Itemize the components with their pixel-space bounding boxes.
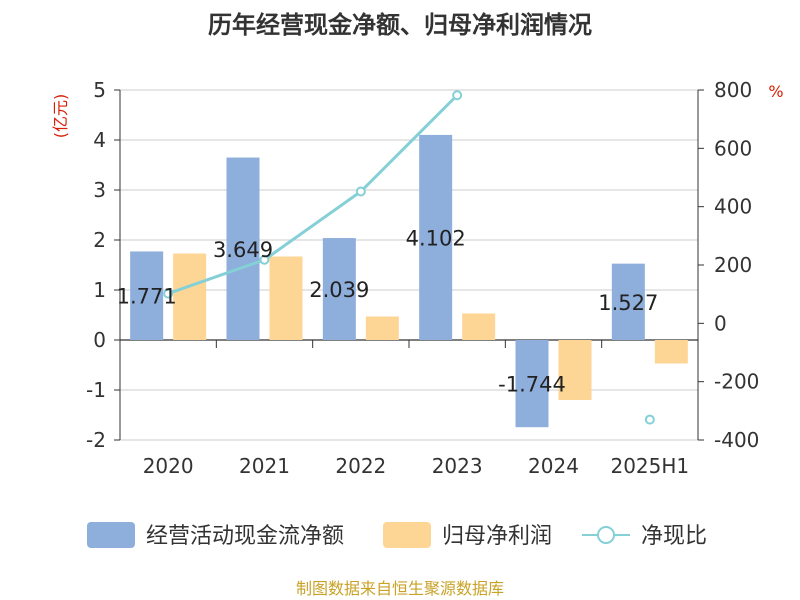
ratio-line-path <box>167 94 459 295</box>
x-tick-label: 2024 <box>528 454 579 478</box>
chart-title: 历年经营现金净额、归母净利润情况 <box>208 11 592 39</box>
left-axis-unit: (亿元) <box>51 94 70 139</box>
data-label-ocf: 3.649 <box>213 238 273 262</box>
x-tick-label: 2021 <box>239 454 290 478</box>
right-tick-label: 800 <box>714 78 752 102</box>
data-label-ocf: 2.039 <box>309 278 369 302</box>
data-label-ocf: 1.771 <box>117 285 177 309</box>
bar-profit <box>365 316 399 340</box>
legend: 经营活动现金流净额 归母净利润 净现比 <box>87 522 707 549</box>
bar-profit <box>173 253 207 340</box>
bars <box>130 134 688 428</box>
data-labels: 1.771 3.649 2.039 4.102 -1.744 1.527 <box>117 226 659 396</box>
legend-marker-ratio <box>597 526 615 544</box>
bar-profit <box>558 340 592 400</box>
right-tick-label: 600 <box>714 136 752 160</box>
bar-ocf <box>611 263 645 340</box>
ratio-point <box>163 288 174 299</box>
left-tick-label: 0 <box>93 328 106 352</box>
ratio-point <box>355 186 366 197</box>
right-tick-label: 400 <box>714 195 752 219</box>
legend-swatch-profit <box>383 522 431 548</box>
left-tick-label: 1 <box>93 278 106 302</box>
x-tick-label: 2023 <box>432 454 483 478</box>
left-tick-label: 5 <box>93 78 106 102</box>
legend-label-ocf: 经营活动现金流净额 <box>146 524 344 549</box>
ratio-point <box>644 414 655 425</box>
legend-item-profit[interactable]: 归母净利润 <box>383 522 552 549</box>
bar-profit <box>654 340 688 364</box>
ratio-point <box>259 254 270 265</box>
x-tick-label: 2020 <box>143 454 194 478</box>
bar-profit <box>269 256 303 340</box>
right-tick-label: 200 <box>714 253 752 277</box>
axes: 5 4 3 2 1 0 -1 -2 800 600 400 200 0 -200 -400 2020 2021 2… <box>86 78 759 478</box>
x-tick-label: 2025H1 <box>610 454 689 478</box>
ratio-point <box>452 90 463 101</box>
data-label-ocf: 1.527 <box>598 291 658 315</box>
bar-profit <box>462 313 496 340</box>
legend-label-ratio: 净现比 <box>641 524 707 549</box>
ratio-line <box>163 90 655 425</box>
legend-swatch-ocf <box>87 522 135 548</box>
right-tick-label: 0 <box>714 311 727 335</box>
source-note: 制图数据来自恒生聚源数据库 <box>296 579 504 598</box>
bar-ocf <box>419 134 453 340</box>
legend-item-ocf[interactable]: 经营活动现金流净额 <box>87 522 344 549</box>
left-tick-label: -1 <box>86 378 106 402</box>
bar-ocf <box>515 340 549 428</box>
right-axis-unit: % <box>768 82 783 101</box>
legend-item-ratio[interactable]: 净现比 <box>582 524 707 549</box>
bar-ocf <box>130 251 164 340</box>
left-tick-label: 3 <box>93 178 106 202</box>
bar-ocf <box>226 157 260 340</box>
legend-label-profit: 归母净利润 <box>442 524 552 549</box>
right-tick-label: -200 <box>714 370 759 394</box>
data-label-ocf: -1.744 <box>498 373 566 397</box>
left-tick-label: 2 <box>93 228 106 252</box>
bar-ocf <box>322 238 356 340</box>
data-label-ocf: 4.102 <box>406 226 466 250</box>
right-tick-label: -400 <box>714 428 759 452</box>
left-tick-label: -2 <box>86 428 106 452</box>
x-tick-label: 2022 <box>335 454 386 478</box>
left-tick-label: 4 <box>93 128 106 152</box>
